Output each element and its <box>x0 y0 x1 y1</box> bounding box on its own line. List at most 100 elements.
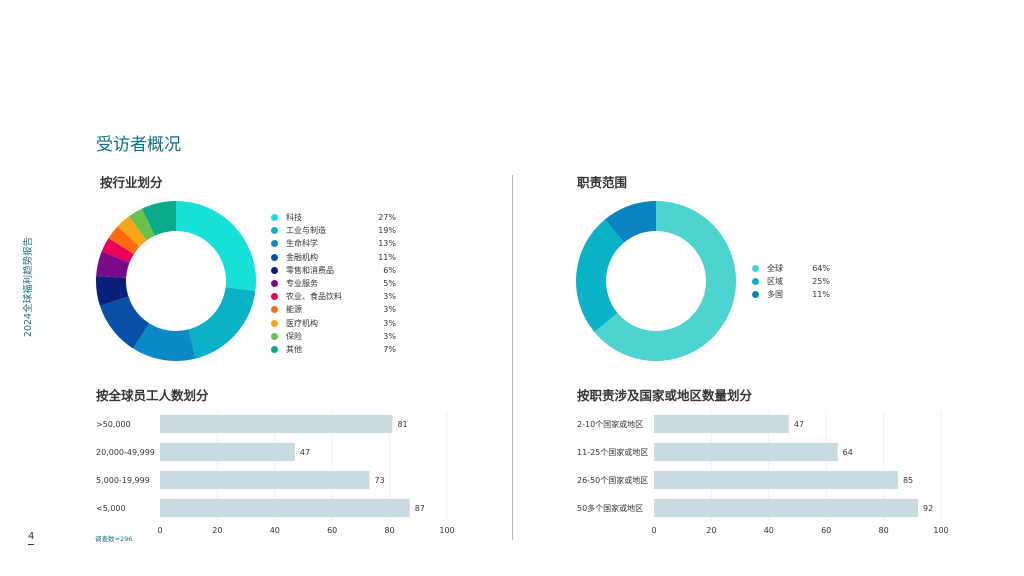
legend-label: 零售和消费品 <box>286 265 334 275</box>
donut-slice <box>108 226 140 255</box>
legend-swatch <box>271 227 278 235</box>
employees-chart-title: 按全球员工人数划分 <box>96 388 209 403</box>
legend-swatch <box>271 280 278 288</box>
legend-label: 医疗机构 <box>286 318 318 328</box>
legend-value: 27% <box>378 213 396 223</box>
legend-value: 25% <box>812 277 830 287</box>
legend-swatch <box>271 240 278 248</box>
legend-item: 零售和消费品 6% <box>271 264 396 277</box>
donut-slice <box>128 208 155 241</box>
legend-value: 19% <box>378 226 396 236</box>
donut-slice <box>96 251 130 278</box>
legend-value: 3% <box>383 331 396 341</box>
legend-item: 能源 3% <box>271 303 396 316</box>
donut-slice <box>117 216 147 247</box>
legend-label: 生命科学 <box>286 239 318 249</box>
legend-label: 区域 <box>767 277 783 287</box>
legend-item: 保险 3% <box>271 330 396 343</box>
bar <box>654 415 789 433</box>
bar-value-label: 47 <box>300 448 310 457</box>
donut-slice <box>141 201 176 236</box>
sample-size-note: 调查数=296 <box>95 535 133 543</box>
category-label: 50多个国家或地区 <box>577 503 643 513</box>
donut-slice <box>133 323 196 362</box>
legend-swatch <box>271 214 278 222</box>
legend-value: 3% <box>383 318 396 328</box>
donut-slice <box>594 201 736 361</box>
bar-value-label: 87 <box>415 504 425 513</box>
donut-slice <box>576 219 625 332</box>
x-tick-label: 40 <box>270 526 280 535</box>
x-tick-label: 0 <box>651 526 656 535</box>
x-tick-label: 20 <box>212 526 222 535</box>
donut-slice <box>176 201 256 292</box>
donut-slice <box>99 296 150 349</box>
legend-value: 7% <box>383 344 396 354</box>
legend-item: 专业服务 5% <box>271 277 396 290</box>
bar-value-label: 81 <box>397 420 407 429</box>
bar-value-label: 47 <box>794 420 804 429</box>
bar-value-label: 92 <box>923 504 933 513</box>
legend-swatch <box>752 278 759 286</box>
legend-label: 工业与制造 <box>286 226 326 236</box>
legend-value: 64% <box>812 264 830 274</box>
scope-legend: 全球 64% 区域 25% 多国 11% <box>752 262 830 302</box>
legend-label: 保险 <box>286 331 302 341</box>
countries-chart-title: 按职责涉及国家或地区数量划分 <box>577 388 753 403</box>
legend-value: 3% <box>383 292 396 302</box>
category-label: >50,000 <box>96 420 131 429</box>
legend-item: 生命科学 13% <box>271 237 396 250</box>
legend-value: 11% <box>812 290 830 300</box>
legend-label: 多国 <box>767 290 783 300</box>
legend-item: 农业、食品饮料 3% <box>271 290 396 303</box>
page-title: 受访者概况 <box>96 135 181 155</box>
legend-value: 11% <box>378 252 396 262</box>
bar <box>160 471 370 489</box>
legend-label: 农业、食品饮料 <box>286 292 342 302</box>
legend-label: 科技 <box>286 213 302 223</box>
legend-label: 全球 <box>767 264 783 274</box>
legend-item: 其他 7% <box>271 343 396 356</box>
bar <box>654 443 838 461</box>
legend-swatch <box>271 319 278 327</box>
bar <box>654 471 898 489</box>
x-tick-label: 40 <box>764 526 774 535</box>
legend-label: 能源 <box>286 305 302 315</box>
donut-slice <box>95 275 129 306</box>
donut-slice <box>605 201 656 243</box>
category-label: 26-50个国家或地区 <box>577 475 648 485</box>
category-label: 20,000-49,999 <box>96 448 155 457</box>
legend-value: 6% <box>383 265 396 275</box>
category-label: 5,000-19,999 <box>96 476 150 485</box>
legend-item: 医疗机构 3% <box>271 317 396 330</box>
legend-value: 3% <box>383 305 396 315</box>
legend-item: 区域 25% <box>752 275 830 288</box>
donut-slice <box>101 238 134 263</box>
legend-item: 全球 64% <box>752 262 830 275</box>
legend-label: 专业服务 <box>286 279 318 289</box>
x-tick-label: 60 <box>821 526 831 535</box>
x-tick-label: 80 <box>385 526 395 535</box>
legend-value: 13% <box>378 239 396 249</box>
legend-swatch <box>271 345 278 353</box>
x-tick-label: 100 <box>439 526 454 535</box>
bar <box>160 415 393 433</box>
legend-item: 工业与制造 19% <box>271 224 396 237</box>
bar-value-label: 85 <box>903 476 913 485</box>
scope-chart-title: 职责范围 <box>577 175 628 190</box>
legend-value: 5% <box>383 279 396 289</box>
x-tick-label: 0 <box>157 526 162 535</box>
category-label: 2-10个国家或地区 <box>577 419 643 429</box>
legend-label: 其他 <box>286 344 302 354</box>
divider <box>512 175 513 540</box>
x-tick-label: 100 <box>933 526 948 535</box>
industry-legend: 科技 27% 工业与制造 19% 生命科学 13% 金融机构 11% 零售和消费品 6% 专业服务 5… <box>271 211 396 356</box>
legend-item: 多国 11% <box>752 288 830 301</box>
bar <box>654 499 919 517</box>
bar <box>160 443 295 461</box>
bar <box>160 499 410 517</box>
legend-label: 金融机构 <box>286 252 318 262</box>
legend-swatch <box>752 291 759 299</box>
